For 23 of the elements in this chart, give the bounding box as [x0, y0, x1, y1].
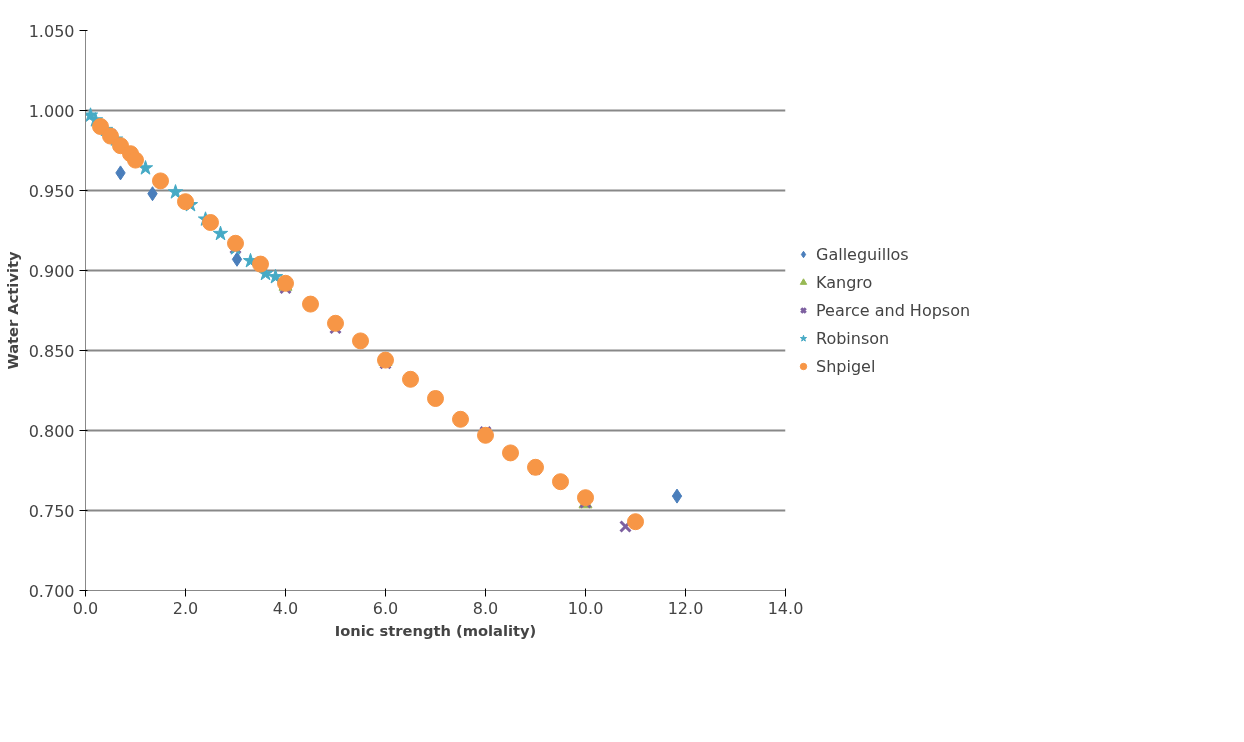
x-tick-label: 12.0 — [667, 598, 704, 618]
x-tick-label: 10.0 — [567, 598, 604, 618]
x-tick-label: 2.0 — [172, 598, 199, 618]
y-tick-label: 0.900 — [28, 261, 75, 281]
y-tick-label: 0.800 — [28, 421, 75, 441]
x-axis-title: Ionic strength (molality) — [334, 621, 537, 639]
x-tick-label: 4.0 — [272, 598, 299, 618]
y-tick-label: 1.050 — [28, 21, 75, 41]
legend-label: Kangro — [816, 272, 873, 292]
legend-label: Galleguillos — [816, 244, 909, 264]
legend-label: Robinson — [816, 328, 890, 348]
x-tick-label: 0.0 — [72, 598, 99, 618]
x-tick-label: 8.0 — [472, 598, 499, 618]
y-tick-label: 0.700 — [28, 581, 75, 601]
y-tick-label: 0.950 — [28, 181, 75, 201]
y-tick-label: 1.000 — [28, 101, 75, 121]
y-tick-label: 0.850 — [28, 341, 75, 361]
y-axis-title: Water Activity — [3, 251, 21, 370]
y-tick-label: 0.750 — [28, 501, 75, 521]
legend-label: Pearce and Hopson — [816, 300, 971, 320]
legend-label: Shpigel — [816, 356, 876, 376]
x-tick-label: 14.0 — [767, 598, 804, 618]
x-tick-label: 6.0 — [372, 598, 399, 618]
